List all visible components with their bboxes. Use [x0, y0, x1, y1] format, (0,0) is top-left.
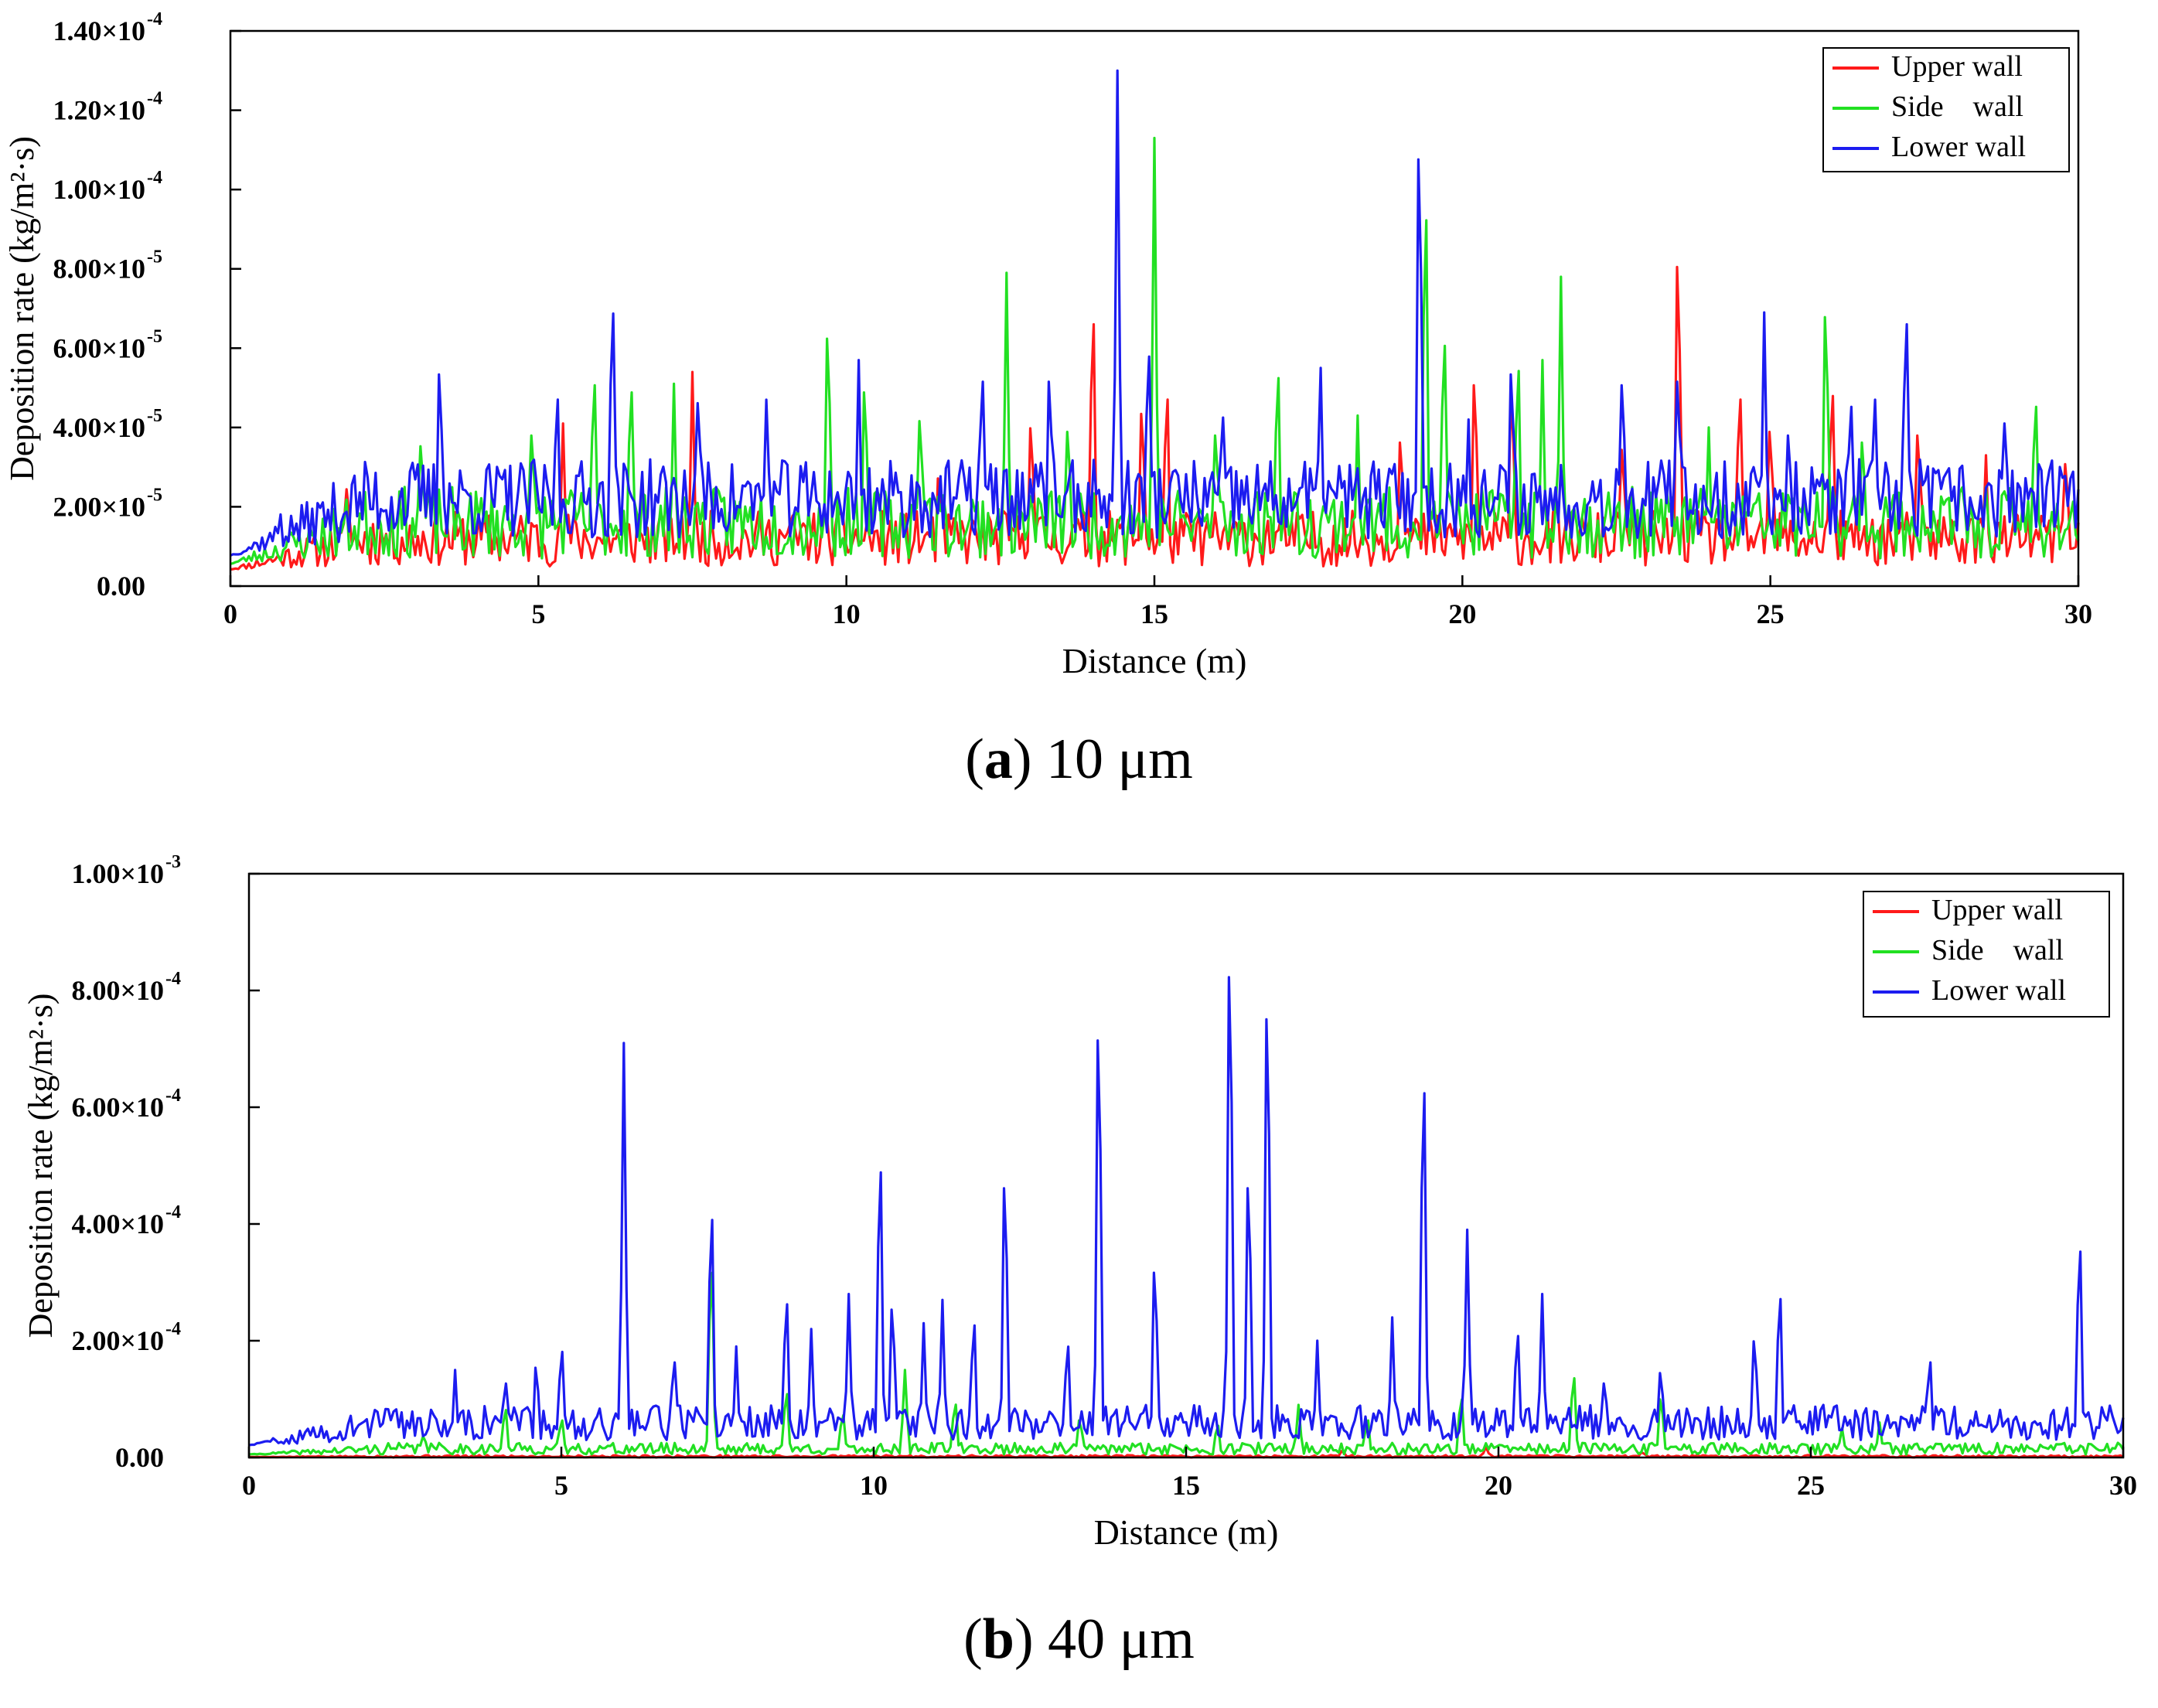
y-tick-label: 1.20×10: [53, 95, 145, 126]
y-tick-label: 8.00×10: [71, 975, 164, 1006]
legend-label: Lower wall: [1891, 131, 2026, 163]
y-tick-label: 2.00×10: [53, 491, 145, 522]
chart-a: 0 5 10 15 20 25 300.002.00×10 -54.00×10 -56.00×1…: [3, 9, 2092, 680]
x-tick-label: 5: [531, 598, 545, 629]
legend-label: Upper wall: [1931, 894, 2063, 926]
x-tick-label: 0: [223, 598, 237, 629]
series-line-lower-wall: [230, 69, 2080, 557]
series-group: [248, 976, 2125, 1459]
y-tick-label: 8.00×10: [53, 254, 145, 285]
series-line-lower-wall: [248, 976, 2125, 1447]
y-tick-exponent: -5: [147, 485, 162, 505]
x-tick-label: 25: [1797, 1470, 1825, 1501]
y-tick-exponent: -5: [147, 247, 162, 268]
x-tick-label: 10: [860, 1470, 888, 1501]
plot-frame: [247, 872, 2125, 1459]
x-axis-label: Distance (m): [1094, 1512, 1279, 1552]
legend-label: Lower wall: [1931, 974, 2066, 1007]
y-tick-label: 6.00×10: [53, 332, 145, 363]
y-tick-exponent: -4: [165, 1319, 181, 1339]
y-tick-label: 4.00×10: [53, 412, 145, 443]
y-tick-label: 6.00×10: [71, 1092, 164, 1123]
y-tick-label: 1.00×10: [71, 858, 164, 889]
y-tick-label: 1.40×10: [53, 15, 145, 46]
x-tick-label: 20: [1448, 598, 1476, 629]
x-tick-label: 25: [1757, 598, 1785, 629]
y-axis-label: Deposition rate (kg/m²·s): [3, 136, 41, 481]
caption-b: (b) 40 μm: [963, 1607, 1195, 1671]
y-tick-label: 2.00×10: [71, 1325, 164, 1356]
x-tick-label: 5: [554, 1470, 568, 1501]
y-tick-exponent: -5: [147, 326, 162, 346]
series-line-upper-wall: [230, 265, 2080, 571]
chart-b: 0 5 10 15 20 25 300.002.00×10 -44.00×10 -46.00×1…: [22, 852, 2137, 1552]
x-tick-label: 10: [833, 598, 861, 629]
x-tick-label: 30: [2109, 1470, 2137, 1501]
y-tick-label: 0.00: [115, 1442, 164, 1473]
legend-label: Side wall: [1891, 90, 2023, 123]
caption-a-letter: a: [984, 728, 1013, 791]
y-tick-exponent: -4: [147, 9, 162, 29]
y-tick-label: 0.00: [97, 571, 145, 602]
legend-label: Side wall: [1931, 934, 2064, 967]
y-tick-label: 4.00×10: [71, 1209, 164, 1239]
y-tick-exponent: -4: [165, 1202, 181, 1222]
caption-b-text: 40 μm: [1048, 1607, 1195, 1671]
y-tick-exponent: -5: [147, 406, 162, 426]
caption-b-letter: b: [982, 1607, 1014, 1671]
y-tick-exponent: -4: [165, 1086, 181, 1106]
x-tick-label: 30: [2064, 598, 2092, 629]
y-tick-exponent: -4: [165, 969, 181, 989]
x-tick-label: 15: [1140, 598, 1168, 629]
y-tick-exponent: -3: [165, 852, 181, 872]
legend: Upper wall Side wall Lower wall: [1822, 47, 2070, 172]
x-tick-label: 15: [1172, 1470, 1200, 1501]
y-tick-exponent: -4: [147, 89, 162, 109]
x-tick-label: 20: [1485, 1470, 1512, 1501]
y-tick-exponent: -4: [147, 168, 162, 188]
x-axis-label: Distance (m): [1062, 641, 1247, 680]
caption-a-text: 10 μm: [1046, 728, 1193, 791]
legend: Upper wall Side wall Lower wall: [1863, 891, 2110, 1018]
y-tick-label: 1.00×10: [53, 174, 145, 205]
y-axis-label: Deposition rate (kg/m²·s): [22, 994, 60, 1338]
legend-label: Upper wall: [1891, 50, 2023, 83]
caption-a: (a) 10 μm: [965, 728, 1193, 791]
x-tick-label: 0: [242, 1470, 256, 1501]
series-group: [230, 69, 2080, 571]
